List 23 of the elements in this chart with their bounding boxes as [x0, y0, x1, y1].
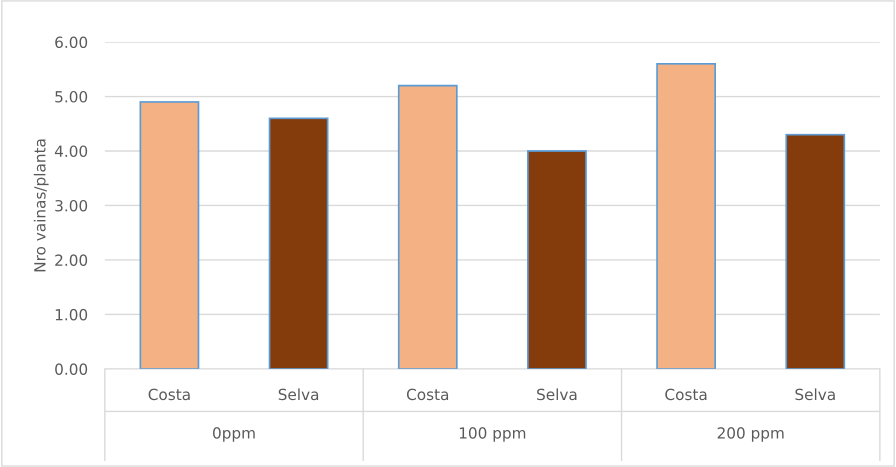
y-tick-label: 1.00 — [56, 308, 88, 320]
y-axis-title: Nro vainas/planta — [34, 140, 49, 272]
y-tick-label: 5.00 — [55, 90, 88, 103]
x-tick-label: Costa — [406, 388, 448, 400]
bar — [268, 117, 328, 369]
x-tick-label: Costa — [148, 388, 190, 400]
text: 200 ppm — [718, 427, 784, 442]
x-tick-label: Selva — [795, 388, 835, 400]
y-tick-label: 2.00 — [55, 254, 88, 266]
bar — [140, 101, 200, 369]
x-tick-label: Costa — [665, 388, 706, 400]
bar — [785, 134, 846, 369]
text: 0ppm — [213, 427, 255, 442]
y-tick-label: 3.00 — [55, 200, 88, 212]
text: 100 ppm — [460, 427, 526, 442]
bar — [527, 150, 587, 369]
x-tick-label: Selva — [278, 388, 318, 400]
bar — [656, 62, 716, 369]
bar — [398, 84, 458, 369]
y-tick-label: 6.00 — [55, 36, 88, 48]
y-tick-label: 0.00 — [55, 363, 88, 375]
y-tick-label: 4.00 — [54, 145, 88, 158]
x-tick-label: Selva — [537, 388, 576, 400]
